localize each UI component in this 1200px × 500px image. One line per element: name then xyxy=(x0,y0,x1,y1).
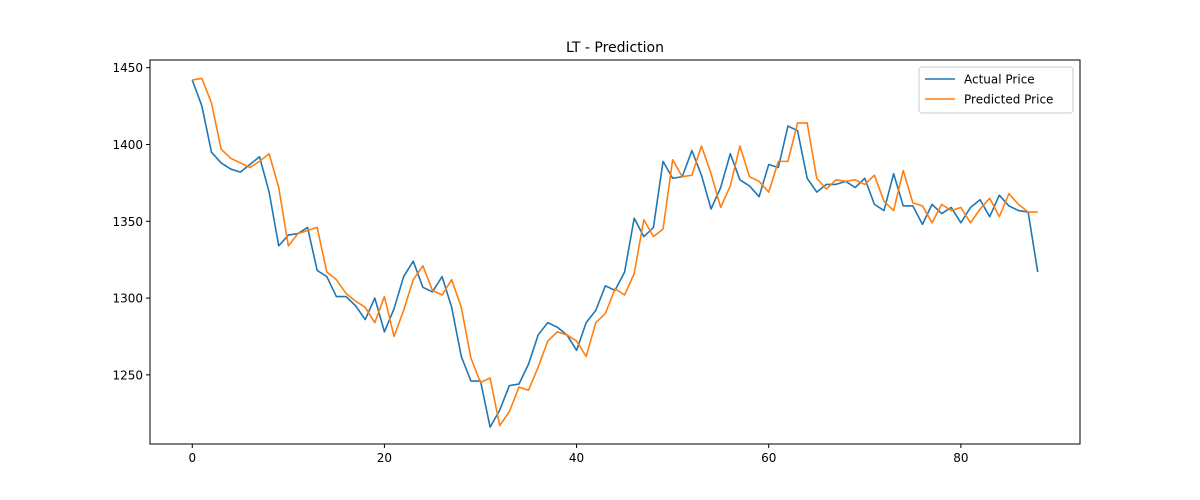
y-axis: 1250 1300 1350 1400 1450 xyxy=(112,61,150,382)
legend-label-actual: Actual Price xyxy=(964,73,1035,87)
x-tick-label: 40 xyxy=(569,451,584,465)
y-tick-label: 1250 xyxy=(112,368,143,382)
x-tick-label: 80 xyxy=(953,451,968,465)
axes-frame xyxy=(149,59,1081,445)
y-tick-label: 1350 xyxy=(112,215,143,229)
series-lines xyxy=(191,77,1039,428)
x-tick-label: 60 xyxy=(761,451,776,465)
y-tick-label: 1450 xyxy=(112,61,143,75)
y-tick-label: 1300 xyxy=(112,292,143,306)
legend: Actual Price Predicted Price xyxy=(918,66,1074,114)
legend-label-predicted: Predicted Price xyxy=(964,93,1053,107)
chart-title: LT - Prediction xyxy=(566,40,664,56)
x-tick-label: 20 xyxy=(377,451,392,465)
legend-box xyxy=(918,66,1074,114)
x-axis: 0 20 40 60 80 xyxy=(188,444,969,465)
plot-area: 0 20 40 60 80 1250 1300 1350 1400 1450 xyxy=(112,59,1081,465)
x-tick-label: 0 xyxy=(188,451,196,465)
y-tick-label: 1400 xyxy=(112,138,143,152)
series-line-predicted-price xyxy=(192,77,1038,427)
